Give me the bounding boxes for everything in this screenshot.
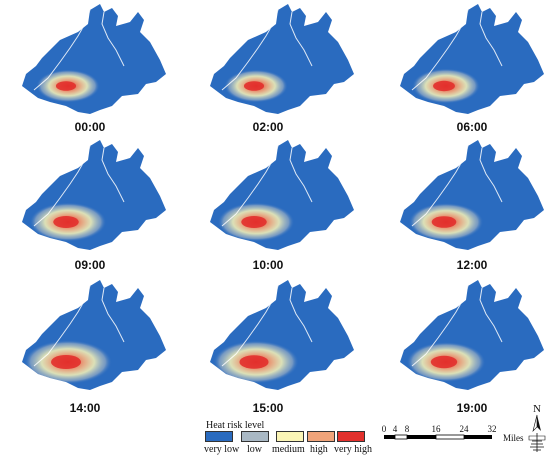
legend-swatch-high: [307, 431, 335, 442]
heat-core: [431, 216, 457, 228]
map-panel-02: [208, 2, 358, 117]
heat-core: [53, 216, 79, 228]
map-panel-00: [20, 2, 170, 117]
scale-tick-32: 32: [487, 424, 497, 434]
heat-core: [241, 216, 267, 228]
map-panel-06: [398, 2, 548, 117]
legend-label-very-high: very high: [334, 444, 373, 455]
map-svg: [210, 280, 354, 390]
scale-tick-0: 0: [381, 424, 387, 434]
legend-label-medium: medium: [272, 444, 305, 455]
map-svg: [400, 280, 544, 390]
map-svg: [210, 4, 354, 114]
time-label-12: 12:00: [456, 258, 488, 272]
scale-bar-graphic: [384, 434, 492, 440]
legend-label-low: low: [247, 444, 262, 455]
legend-swatch-medium: [276, 431, 304, 442]
time-label-00: 00:00: [74, 120, 106, 134]
heat-core: [430, 355, 458, 369]
legend-label-high: high: [310, 444, 328, 455]
scale-bar: 0 4 8 16 24 32 Miles: [380, 424, 524, 454]
time-label-10: 10:00: [252, 258, 284, 272]
legend-swatch-very-low: [205, 431, 233, 442]
map-panel-10: [208, 138, 358, 253]
legend-label-very-low: very low: [204, 444, 240, 455]
scale-tick-24: 24: [459, 424, 469, 434]
scale-units: Miles: [503, 433, 524, 443]
map-panel-09: [20, 138, 170, 253]
map-panel-19: [398, 278, 548, 393]
map-panel-14: [20, 278, 170, 393]
map-panel-12: [398, 138, 548, 253]
heat-core: [55, 81, 77, 91]
heat-core: [51, 355, 81, 369]
map-svg: [22, 4, 166, 114]
scale-tick-16: 16: [431, 424, 441, 434]
scale-tick-4: 4: [392, 424, 398, 434]
heat-core: [433, 80, 455, 92]
region-outline: [210, 4, 354, 114]
map-svg: [22, 140, 166, 250]
map-svg: [400, 140, 544, 250]
time-label-14: 14:00: [69, 401, 101, 415]
legend-swatch-low: [241, 431, 269, 442]
map-svg: [22, 280, 166, 390]
time-label-15: 15:00: [252, 401, 284, 415]
north-arrow-icon: N: [528, 403, 546, 452]
map-svg: [400, 4, 544, 114]
legend-swatch-very-high: [337, 431, 365, 442]
north-arrow: N: [524, 400, 550, 454]
legend-title: Heat risk level: [206, 420, 265, 431]
time-label-19: 19:00: [456, 401, 488, 415]
time-label-09: 09:00: [74, 258, 106, 272]
map-svg: [210, 140, 354, 250]
heat-core: [243, 81, 265, 91]
region-outline: [22, 4, 166, 114]
heat-core: [239, 355, 269, 369]
time-label-06: 06:00: [456, 120, 488, 134]
scale-tick-8: 8: [404, 424, 410, 434]
north-letter: N: [533, 403, 541, 415]
time-label-02: 02:00: [252, 120, 284, 134]
map-panel-15: [208, 278, 358, 393]
